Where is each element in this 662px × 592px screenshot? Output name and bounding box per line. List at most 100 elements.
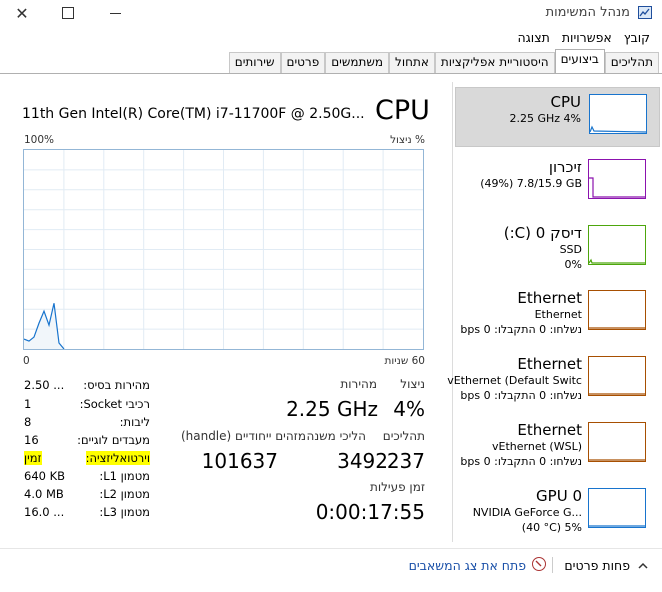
- graph-x-left: 0: [23, 355, 30, 367]
- sidebar-item-name: CPU: [550, 93, 582, 111]
- detail-label: רכיבי Socket:: [79, 397, 150, 411]
- maximize-icon[interactable]: [62, 7, 74, 19]
- graph-x-right: 60 שניות: [384, 355, 425, 367]
- sidebar-item-thumbnail: [588, 356, 646, 396]
- menu-view[interactable]: תצוגה: [517, 30, 550, 45]
- sidebar-item-detail: SSD: [559, 243, 582, 256]
- detail-label: מעבדים לוגיים:: [77, 433, 150, 447]
- sidebar-item-detail: (40 °C) 5%: [521, 521, 582, 534]
- tab-4[interactable]: משתמשים: [325, 52, 390, 73]
- sidebar-item-3[interactable]: Ethernet Ethernet נשלחו: 0 התקבלו: 0 bps: [455, 284, 660, 344]
- threads-label: הליכי משנה: [306, 429, 366, 443]
- detail-value: 8: [24, 415, 32, 429]
- sidebar-item-2[interactable]: דיסק 0 (C:) SSD 0%: [455, 219, 660, 279]
- sidebar-item-detail: 2.25 GHz 4%: [509, 112, 581, 125]
- sidebar-divider: [452, 82, 453, 542]
- threads-value: 3492: [337, 449, 388, 473]
- detail-row: מטמון L2: 4.0 MB: [20, 487, 150, 505]
- sidebar-item-6[interactable]: GPU 0 NVIDIA GeForce G... (40 °C) 5%: [455, 482, 660, 542]
- uptime-label: זמן פעילות: [369, 480, 425, 494]
- window-title: מנהל המשימות: [545, 5, 630, 20]
- detail-row: מעבדים לוגיים: 16: [20, 433, 150, 451]
- processes-label: תהליכים: [382, 429, 425, 443]
- resource-monitor-icon[interactable]: [532, 557, 546, 571]
- detail-row: מטמון L1: 640 KB: [20, 469, 150, 487]
- sidebar-item-name: GPU 0: [536, 487, 582, 505]
- graph-y-label: % ניצול: [390, 134, 425, 146]
- detail-value: 1: [24, 397, 32, 411]
- tab-5[interactable]: פרטים: [280, 52, 326, 73]
- menu-bar: קובץ אפשרויות תצוגה: [511, 30, 656, 48]
- tab-2[interactable]: היסטוריית אפליקציות: [434, 52, 555, 73]
- util-value: 4%: [393, 397, 425, 421]
- detail-label: מטמון L1:: [99, 469, 150, 483]
- detail-label: מטמון L2:: [99, 487, 150, 501]
- detail-row: מטמון L3: 16.0 ...: [20, 505, 150, 523]
- close-icon[interactable]: ✕: [15, 4, 29, 23]
- open-resource-monitor-link[interactable]: פתח את צג המשאבים: [408, 558, 526, 573]
- handles-label: מזהים ייחודיים (handle): [180, 429, 306, 443]
- cpu-usage-line: [24, 303, 65, 349]
- sidebar-item-detail: vEthernet (Default Switc: [447, 374, 582, 387]
- detail-value: 2.50 ...: [24, 378, 65, 392]
- sidebar-item-name: זיכרון: [548, 158, 582, 176]
- tab-strip: תהליכים ביצועים היסטוריית אפליקציות אתחול מש…: [228, 49, 659, 74]
- sidebar-item-detail: נשלחו: 0 התקבלו: 0 bps: [460, 389, 582, 402]
- sidebar-item-name: Ethernet: [517, 421, 582, 439]
- sidebar-item-thumbnail: [588, 159, 646, 199]
- tab-0[interactable]: תהליכים: [604, 52, 659, 73]
- sidebar-item-detail: 0%: [564, 258, 582, 271]
- detail-value: 16: [24, 433, 39, 447]
- sidebar-item-detail: Ethernet: [534, 308, 582, 321]
- speed-value: 2.25 GHz: [286, 397, 378, 421]
- sidebar-item-name: Ethernet: [517, 289, 582, 307]
- detail-value: 640 KB: [24, 469, 66, 483]
- detail-row: ליבות: 8: [20, 415, 150, 433]
- tab-divider: [0, 73, 662, 74]
- sidebar-item-thumbnail: [589, 94, 647, 134]
- tab-3[interactable]: אתחול: [389, 52, 435, 73]
- processes-value: 237: [386, 449, 425, 473]
- minimize-icon[interactable]: [110, 13, 121, 14]
- sidebar-item-detail: vEthernet (WSL): [492, 440, 582, 453]
- detail-value: 4.0 MB: [24, 487, 64, 501]
- speed-label: מהירות: [340, 377, 377, 391]
- sidebar-item-name: דיסק 0 (C:): [503, 224, 582, 242]
- detail-value: 16.0 ...: [24, 505, 65, 519]
- menu-options[interactable]: אפשרויות: [561, 30, 612, 45]
- detail-row: מהירות בסיס: 2.50 ...: [20, 378, 150, 396]
- sidebar-item-5[interactable]: Ethernet vEthernet (WSL) נשלחו: 0 התקבלו: …: [455, 416, 660, 476]
- task-manager-icon: [638, 6, 652, 19]
- detail-label: מהירות בסיס:: [83, 378, 150, 392]
- sidebar-item-thumbnail: [588, 488, 646, 528]
- page-title: CPU: [375, 95, 430, 126]
- detail-label: וירטואליזציה:: [85, 451, 150, 465]
- footer-divider: [0, 548, 662, 549]
- tab-1[interactable]: ביצועים: [554, 49, 605, 73]
- cpu-usage-graph: [23, 149, 424, 350]
- menu-file[interactable]: קובץ: [623, 30, 650, 45]
- detail-label: מטמון L3:: [99, 505, 150, 519]
- handles-value: 101637: [201, 449, 278, 473]
- graph-y-max: 100%: [24, 134, 55, 146]
- sidebar-item-detail: נשלחו: 0 התקבלו: 0 bps: [460, 323, 582, 336]
- detail-value: זמין: [24, 451, 42, 465]
- sidebar-item-1[interactable]: זיכרון (49%) 7.8/15.9 GB: [455, 153, 660, 213]
- detail-row: רכיבי Socket: 1: [20, 397, 150, 415]
- sidebar-item-detail: NVIDIA GeForce G...: [472, 506, 582, 519]
- sidebar-item-thumbnail: [588, 422, 646, 462]
- uptime-value: 0:00:17:55: [315, 500, 425, 524]
- chevron-up-icon[interactable]: [637, 560, 649, 572]
- sidebar-item-detail: נשלחו: 0 התקבלו: 0 bps: [460, 455, 582, 468]
- detail-label: ליבות:: [119, 415, 150, 429]
- sidebar-item-0[interactable]: CPU 2.25 GHz 4%: [455, 87, 660, 147]
- detail-row: וירטואליזציה: זמין: [20, 451, 150, 469]
- sidebar-item-4[interactable]: Ethernet vEthernet (Default Switc נשלחו: 0…: [447, 350, 660, 410]
- sidebar-item-name: Ethernet: [517, 355, 582, 373]
- cpu-model: 11th Gen Intel(R) Core(TM) i7-11700F @ 2…: [22, 106, 365, 122]
- tab-6[interactable]: שירותים: [228, 52, 281, 73]
- sidebar-item-thumbnail: [588, 225, 646, 265]
- fewer-details-link[interactable]: פחות פרטים: [564, 558, 630, 573]
- util-label: ניצול: [400, 377, 425, 391]
- footer-separator: [552, 557, 553, 573]
